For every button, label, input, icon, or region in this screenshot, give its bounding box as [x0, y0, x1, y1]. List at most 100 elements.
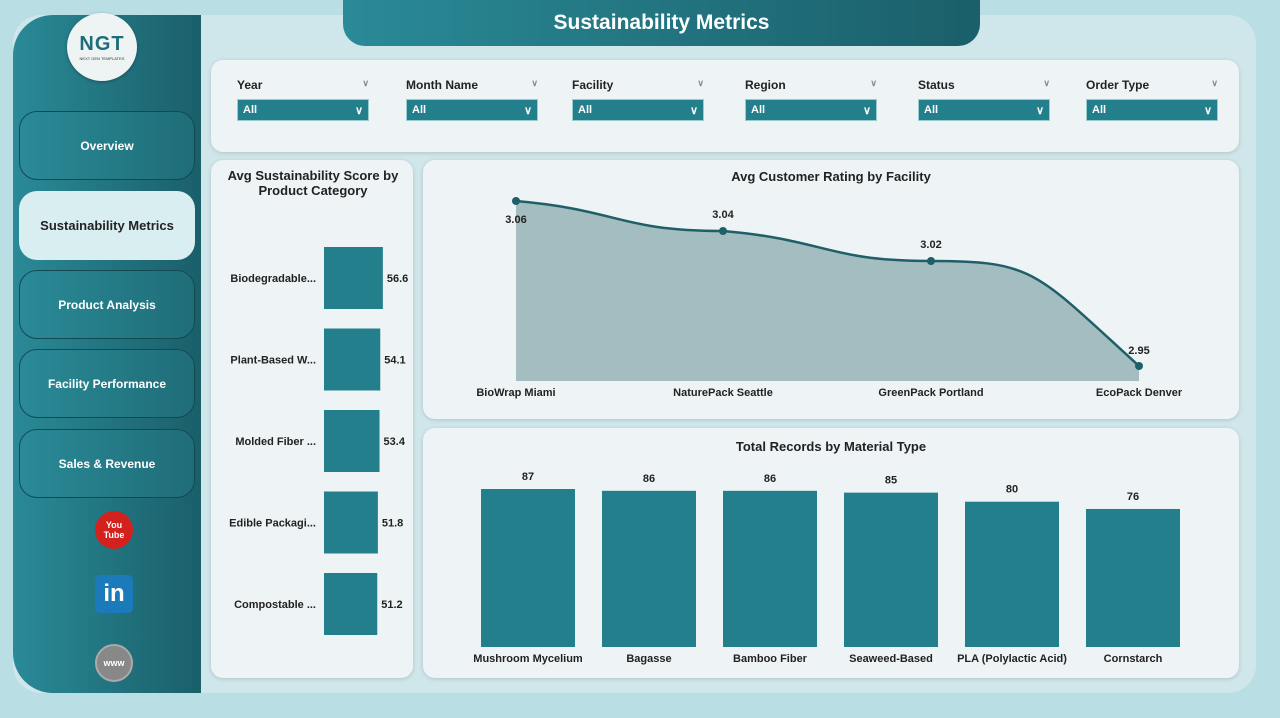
- filter-facility[interactable]: Facility ∨ All ∨: [572, 78, 704, 121]
- data-label: 3.02: [920, 239, 941, 251]
- bar: [844, 492, 938, 647]
- nav-sustainability-metrics[interactable]: Sustainability Metrics: [19, 191, 195, 260]
- chevron-down-icon: ∨: [1035, 104, 1044, 117]
- youtube-icon[interactable]: You Tube: [95, 511, 133, 549]
- filter-dropdown[interactable]: All ∨: [1086, 99, 1218, 121]
- logo-text: NGT: [79, 33, 125, 55]
- x-tick-label: Bamboo Fiber: [733, 653, 808, 665]
- filter-region[interactable]: Region ∨ All ∨: [745, 78, 877, 121]
- chevron-down-icon[interactable]: ∨: [362, 78, 369, 88]
- nav-overview[interactable]: Overview: [19, 111, 195, 180]
- filter-dropdown[interactable]: All ∨: [745, 99, 877, 121]
- filter-value: All: [924, 104, 939, 116]
- chart-title: Total Records by Material Type: [735, 439, 927, 454]
- filter-label-text: Status: [918, 78, 955, 92]
- filter-label-text: Facility: [572, 78, 614, 92]
- data-label: 56.6: [387, 273, 408, 285]
- data-label: 54.1: [384, 355, 405, 367]
- chevron-down-icon[interactable]: ∨: [1211, 78, 1218, 88]
- filter-label-text: Year: [237, 78, 263, 92]
- x-tick-label: Bagasse: [626, 653, 671, 665]
- category-label: Biodegradable...: [230, 273, 316, 285]
- data-label: 86: [764, 473, 776, 485]
- filter-label: Order Type ∨: [1086, 78, 1218, 92]
- x-tick-label: GreenPack Portland: [878, 387, 983, 399]
- chart-title: Avg Customer Rating by Facility: [731, 169, 931, 184]
- data-label: 86: [643, 473, 655, 485]
- x-tick-label: Cornstarch: [1104, 653, 1163, 665]
- data-point: [719, 227, 727, 235]
- page-title: Sustainability Metrics: [343, 0, 980, 46]
- chevron-down-icon[interactable]: ∨: [1043, 78, 1050, 88]
- bar: [602, 490, 696, 647]
- chevron-down-icon[interactable]: ∨: [697, 78, 704, 88]
- filter-label: Region ∨: [745, 78, 877, 92]
- category-label: Plant-Based W...: [230, 355, 316, 367]
- bar: [324, 328, 381, 391]
- filter-label-text: Order Type: [1086, 78, 1150, 92]
- filter-label: Status ∨: [918, 78, 1050, 92]
- chevron-down-icon: ∨: [1203, 104, 1212, 117]
- data-point: [512, 197, 520, 205]
- filter-label: Facility ∨: [572, 78, 704, 92]
- data-label: 51.8: [382, 518, 403, 530]
- filter-order-type[interactable]: Order Type ∨ All ∨: [1086, 78, 1218, 121]
- data-label: 3.04: [712, 209, 734, 221]
- filter-year[interactable]: Year ∨ All ∨: [237, 78, 369, 121]
- x-tick-label: Mushroom Mycelium: [473, 653, 583, 665]
- filter-dropdown[interactable]: All ∨: [406, 99, 538, 121]
- filter-month-name[interactable]: Month Name ∨ All ∨: [406, 78, 538, 121]
- nav-facility-performance[interactable]: Facility Performance: [19, 349, 195, 418]
- chevron-down-icon[interactable]: ∨: [531, 78, 538, 88]
- x-tick-label: EcoPack Denver: [1096, 387, 1183, 399]
- chevron-down-icon: ∨: [354, 104, 363, 117]
- filter-label-text: Region: [745, 78, 786, 92]
- x-tick-label: BioWrap Miami: [476, 387, 555, 399]
- bar: [723, 490, 817, 647]
- data-label: 85: [885, 475, 897, 487]
- chart-title: Avg Sustainability Score by Product Cate…: [227, 168, 399, 198]
- filter-status[interactable]: Status ∨ All ∨: [918, 78, 1050, 121]
- bar: [324, 573, 378, 635]
- website-globe-icon[interactable]: www: [95, 644, 133, 682]
- bar: [324, 247, 383, 309]
- bar: [481, 489, 575, 647]
- data-label: 80: [1006, 484, 1018, 496]
- data-label: 3.06: [505, 214, 526, 226]
- linkedin-icon[interactable]: in: [95, 575, 133, 613]
- filter-dropdown[interactable]: All ∨: [572, 99, 704, 121]
- data-label: 87: [522, 471, 534, 483]
- logo-subtitle: NEXT GEN TEMPLATES: [79, 56, 125, 61]
- ngt-logo: NGT NEXT GEN TEMPLATES: [67, 13, 137, 81]
- chevron-down-icon[interactable]: ∨: [870, 78, 877, 88]
- category-label: Molded Fiber ...: [235, 436, 316, 448]
- nav-product-analysis[interactable]: Product Analysis: [19, 270, 195, 339]
- area-fill: [516, 201, 1139, 381]
- filter-label: Month Name ∨: [406, 78, 538, 92]
- x-tick-label: NaturePack Seattle: [673, 387, 773, 399]
- filter-dropdown[interactable]: All ∨: [237, 99, 369, 121]
- x-tick-label: Seaweed-Based: [849, 653, 933, 665]
- data-point: [927, 257, 935, 265]
- data-label: 53.4: [384, 436, 406, 448]
- filter-dropdown[interactable]: All ∨: [918, 99, 1050, 121]
- bar: [965, 501, 1059, 647]
- bar: [324, 491, 378, 554]
- filter-value: All: [412, 104, 427, 116]
- chevron-down-icon: ∨: [862, 104, 871, 117]
- data-label: 2.95: [1128, 345, 1149, 357]
- series-line: [515, 199, 1140, 367]
- data-label: 76: [1127, 491, 1139, 503]
- nav-sales-revenue[interactable]: Sales & Revenue: [19, 429, 195, 498]
- filter-label-text: Month Name: [406, 78, 478, 92]
- data-point: [1135, 362, 1143, 370]
- x-tick-label: PLA (Polylactic Acid): [957, 653, 1067, 665]
- filter-panel: [211, 60, 1239, 152]
- bar: [324, 410, 380, 472]
- chevron-down-icon: ∨: [689, 104, 698, 117]
- bar: [1086, 508, 1180, 647]
- category-label: Compostable ...: [234, 599, 316, 611]
- filter-value: All: [243, 104, 258, 116]
